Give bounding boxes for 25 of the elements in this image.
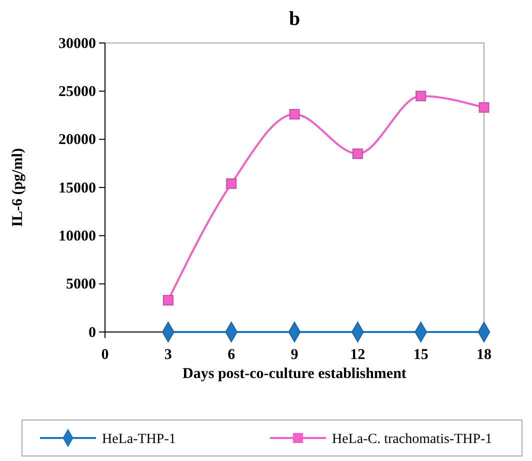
y-tick-label: 30000 [58,36,96,52]
x-tick-label: 18 [476,347,492,363]
chart-title: b [288,8,300,30]
y-tick-label: 15000 [58,180,96,196]
x-tick-label: 3 [164,347,172,363]
y-tick-label: 25000 [58,84,96,100]
x-axis-title: Days post-co-culture establishment [182,366,406,382]
legend-label: HeLa-THP-1 [102,432,176,447]
y-axis-title: IL-6 (pg/ml) [10,148,26,227]
y-tick-label: 5000 [66,276,96,293]
x-tick-label: 0 [101,347,109,363]
point [416,90,426,102]
y-tick-label: 20000 [58,132,96,148]
point [226,178,237,189]
y-tick-label: 10000 [58,228,96,244]
point [289,109,300,120]
point [162,294,174,306]
point [478,102,490,113]
x-tick-label: 15 [413,347,428,363]
legend-label: HeLa-C. trachomatis-THP-1 [332,432,492,447]
x-tick-label: 9 [290,347,298,363]
y-tick-label: 0 [88,324,96,341]
point [352,148,363,160]
x-tick-label: 6 [228,347,236,363]
x-tick-label: 12 [350,347,366,363]
